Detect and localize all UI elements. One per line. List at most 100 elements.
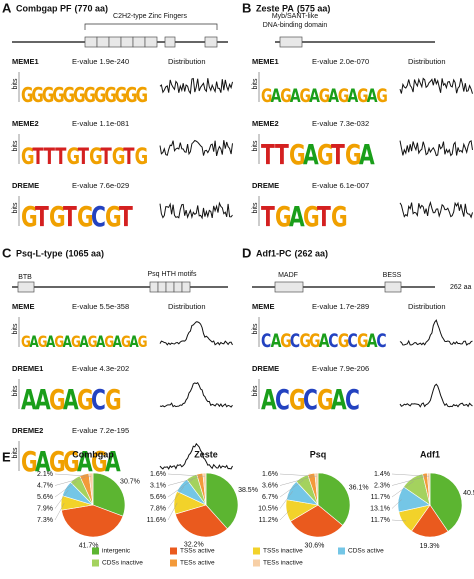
logo: ACGCGAC	[261, 384, 360, 416]
leader-line	[279, 476, 312, 486]
domain-box	[84, 36, 98, 48]
motif-logo: ACGCGAC	[261, 384, 360, 416]
domain-box	[96, 36, 110, 48]
logo: GTGTGCGT	[21, 201, 133, 233]
pie-slice	[429, 472, 463, 532]
pie-slice	[61, 504, 124, 538]
domain-box	[144, 36, 158, 48]
motif-logo: GAGGAGA	[21, 446, 121, 478]
motif-logo: TTGAGTGA	[261, 139, 375, 171]
pie-label: 4.7%	[37, 482, 53, 489]
domain-label: 262 aa	[450, 284, 472, 291]
distribution-trace	[399, 139, 473, 157]
bits-label: bits	[12, 140, 19, 151]
motif-logo: GGGGGGGGGGGG	[21, 84, 148, 108]
pie-label: 11.6%	[147, 517, 166, 524]
bits-label: bits	[12, 323, 19, 334]
pie-title: Psq	[310, 449, 327, 459]
bits-label: bits	[252, 385, 259, 396]
domain-box	[165, 281, 175, 293]
leader-line	[54, 473, 92, 477]
leader-line	[279, 480, 304, 498]
panel-letter: D	[242, 245, 251, 260]
pie-label: 7.3%	[37, 517, 53, 524]
motif-logo: GTTTGTGTGTG	[21, 144, 148, 170]
legend-swatch	[92, 559, 99, 567]
protein-length: (770 aa)	[75, 3, 109, 13]
legend-swatch	[338, 547, 345, 555]
motif-evalue: E-value 4.3e-202	[72, 364, 129, 373]
leader-line	[167, 476, 201, 486]
legend-label: TESs inactive	[263, 560, 303, 567]
distribution-trace	[159, 77, 233, 95]
domain-label: Psq HTH motifs	[147, 271, 197, 278]
legend-swatch	[253, 547, 260, 555]
panel: C Psq-L-type (1065 aa) BTB Psq HTH motifs MEM…	[2, 245, 233, 478]
logo: GGGGGGGGGGGG	[21, 84, 148, 108]
panel-title: Combgap PF	[16, 3, 72, 13]
pie-label: 7.9%	[37, 505, 53, 512]
domain-label: C2H2-type Zinc Fingers	[113, 13, 187, 20]
distribution-trace	[159, 442, 233, 470]
panel-letter: E	[2, 449, 11, 464]
pie-label: 30.6%	[305, 543, 325, 550]
leader-line	[279, 510, 290, 521]
leader-line	[54, 481, 77, 498]
distribution-trace	[159, 139, 233, 157]
bits-label: bits	[12, 447, 19, 458]
pie-label: 1.6%	[262, 471, 278, 478]
motif-name: DREME	[252, 364, 279, 373]
logo: TTGAGTGA	[261, 139, 375, 171]
logo: GAGAGAGAGAGAG	[261, 85, 388, 107]
pie-label: 1.6%	[150, 471, 166, 478]
domain-label: BESS	[383, 272, 402, 279]
pie-label: 3.6%	[262, 482, 278, 489]
domain-box	[181, 281, 191, 293]
distribution-trace	[159, 201, 233, 220]
bits-label: bits	[252, 78, 259, 89]
pie-label: 10.5%	[258, 505, 278, 512]
motif-logo: GAGAGAGAGAGAGAG	[21, 333, 148, 351]
leader-line	[167, 473, 205, 477]
leader-line	[167, 479, 194, 498]
legend-swatch	[170, 547, 177, 555]
domain-box	[279, 36, 303, 48]
panel: A Combgap PF (770 aa) C2H2-type Zinc Finger…	[2, 0, 233, 233]
domain-label: DNA-binding domain	[263, 22, 328, 29]
pie-slice	[317, 472, 351, 526]
pie-label: 2.3%	[374, 482, 390, 489]
leader-line	[54, 503, 65, 521]
pie-label: 3.1%	[150, 482, 166, 489]
logo: GAGAGAGAGAGAGAG	[21, 333, 148, 351]
motif-evalue: E-value 7.3e-032	[312, 119, 369, 128]
pie-label: 11.2%	[259, 517, 278, 524]
leader-line	[279, 473, 317, 477]
legend-label: TESs active	[180, 560, 215, 567]
domain-box	[204, 36, 218, 48]
panel-letter: A	[2, 0, 12, 15]
pie-label: 41.7%	[79, 543, 99, 550]
leader-line	[279, 491, 293, 509]
logo: TGAGTG	[261, 201, 348, 233]
leader-line	[391, 476, 426, 486]
distribution-trace	[399, 200, 473, 219]
bits-label: bits	[12, 385, 19, 396]
legend-swatch	[170, 559, 177, 567]
legend-label: TSSs active	[180, 548, 215, 555]
domain-box	[173, 281, 183, 293]
motif-evalue: E-value 7.2e-195	[72, 426, 129, 435]
pie-slice	[314, 472, 319, 506]
motif-name: DREME	[12, 181, 39, 190]
pie-label: 40.5%	[463, 490, 474, 497]
motif-logo: CAGCGGACGCGAC	[261, 330, 387, 352]
pie-slice	[174, 504, 228, 538]
domain-box	[120, 36, 134, 48]
pie-label: 19.3%	[420, 543, 440, 550]
motif-evalue: E-value 5.5e-358	[72, 302, 129, 311]
panel-title: Zeste PA	[256, 3, 294, 13]
distribution-trace	[159, 321, 233, 346]
legend-label: TSSs inactive	[263, 548, 303, 555]
motif-evalue: E-value 1.7e-289	[312, 302, 369, 311]
leader-line	[391, 473, 429, 477]
